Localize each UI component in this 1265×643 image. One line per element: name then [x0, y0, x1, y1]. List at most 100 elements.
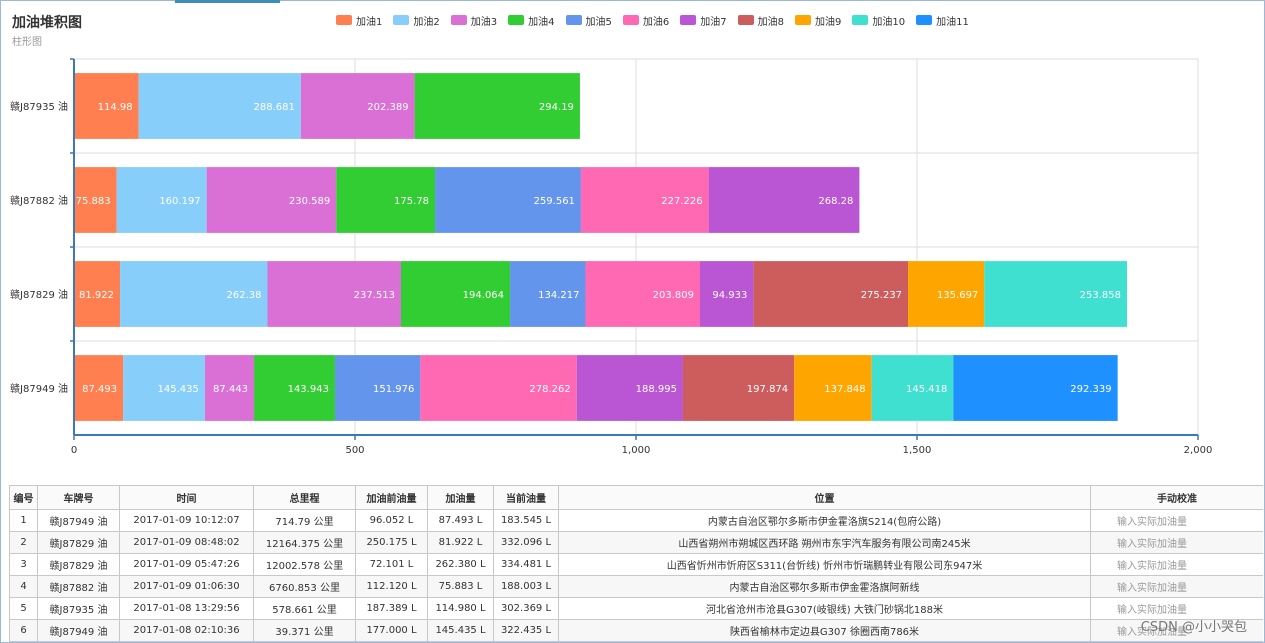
- table-cell: 114.980 L: [427, 597, 494, 620]
- legend-item[interactable]: 加油7: [680, 13, 727, 28]
- column-header[interactable]: 车牌号: [37, 485, 120, 510]
- legend-swatch: [737, 15, 754, 25]
- calibration-input[interactable]: 输入实际加油量: [1090, 575, 1263, 598]
- table-cell: 183.545 L: [493, 509, 559, 532]
- x-tick-label: 500: [345, 445, 364, 456]
- chart-subtitle: 柱形图: [12, 37, 42, 48]
- legend-item[interactable]: 加油10: [852, 13, 906, 28]
- table-body: 1 赣J87949 油 2017-01-09 10:12:07 714.79 公里 96…: [9, 509, 1263, 642]
- legend-swatch: [916, 15, 933, 25]
- table-cell: 96.052 L: [355, 509, 428, 532]
- column-header[interactable]: 编号: [9, 485, 38, 510]
- legend-label: 加油9: [815, 16, 842, 28]
- legend-label: 加油10: [872, 16, 906, 28]
- table-cell: 188.003 L: [493, 575, 559, 598]
- legend-swatch: [565, 15, 582, 25]
- table-cell: 2017-01-08 13:29:56: [119, 597, 254, 620]
- table-cell: 2017-01-09 01:06:30: [119, 575, 254, 598]
- column-header[interactable]: 加油量: [427, 485, 494, 510]
- table-cell: 2017-01-09 10:12:07: [119, 509, 254, 532]
- column-header[interactable]: 当前油量: [493, 485, 559, 510]
- legend-label: 加油2: [413, 16, 440, 28]
- watermark: CSDN @小小哭包: [1140, 620, 1247, 635]
- data-label: 230.589: [289, 196, 330, 207]
- data-label: 294.19: [539, 102, 574, 113]
- data-label: 259.561: [534, 196, 575, 207]
- x-tick-label: 2,000: [1184, 445, 1213, 456]
- data-label: 227.226: [661, 196, 702, 207]
- bar-segment: [334, 355, 421, 421]
- data-label: 87.493: [82, 384, 117, 395]
- table-cell: 陕西省榆林市定边县G307 徐圈西南786米: [558, 619, 1091, 642]
- data-label: 134.217: [538, 290, 579, 301]
- calibration-input[interactable]: 输入实际加油量: [1090, 619, 1263, 642]
- data-label: 175.78: [394, 196, 429, 207]
- bar-segment: [254, 355, 335, 421]
- bar-segment: [435, 167, 581, 233]
- bar-segment: [120, 261, 268, 327]
- data-label: 151.976: [373, 384, 414, 395]
- legend-label: 加油5: [585, 16, 612, 28]
- legend-item[interactable]: 加油2: [393, 13, 440, 28]
- table-cell: 332.096 L: [493, 531, 559, 554]
- bar-segment: [908, 261, 985, 327]
- legend-item[interactable]: 加油11: [916, 13, 969, 28]
- table-header-row: 编号 车牌号 时间 总里程 加油前油量 加油量 当前油量 位置 手动校准: [9, 485, 1263, 510]
- legend-item[interactable]: 加油6: [622, 13, 669, 28]
- data-label: 188.995: [636, 384, 677, 395]
- table-cell: 12164.375 公里: [253, 531, 356, 554]
- data-label: 160.197: [159, 196, 200, 207]
- bar-segment: [116, 167, 207, 233]
- x-tick-label: 1,000: [622, 445, 651, 456]
- y-tick-label: 赣J87935 油: [10, 100, 68, 113]
- legend-swatch: [622, 15, 639, 25]
- legend-swatch: [450, 15, 467, 25]
- bar-segment: [267, 261, 401, 327]
- legend-swatch: [680, 15, 697, 25]
- table-cell: 4: [9, 575, 38, 598]
- table-cell: 3: [9, 553, 38, 576]
- table-cell: 赣J87949 油: [37, 619, 120, 642]
- data-label: 75.883: [76, 196, 111, 207]
- legend-item[interactable]: 加油3: [450, 13, 498, 28]
- legend-swatch: [852, 15, 869, 25]
- table-cell: 5: [9, 597, 38, 620]
- column-header[interactable]: 位置: [558, 485, 1091, 510]
- data-label: 145.418: [906, 384, 947, 395]
- column-header[interactable]: 手动校准: [1090, 485, 1263, 510]
- table-cell: 赣J87829 油: [37, 553, 120, 576]
- legend-item[interactable]: 加油5: [565, 13, 612, 28]
- data-label: 197.874: [747, 384, 788, 395]
- bar-segment: [585, 261, 701, 327]
- data-label: 94.933: [712, 290, 747, 301]
- bar-segment: [336, 167, 436, 233]
- data-label: 145.435: [158, 384, 199, 395]
- bar-segment: [700, 261, 754, 327]
- calibration-input[interactable]: 输入实际加油量: [1090, 531, 1263, 554]
- legend-item[interactable]: 加油8: [737, 13, 784, 28]
- legend-item[interactable]: 加油9: [795, 13, 842, 28]
- column-header[interactable]: 总里程: [253, 485, 356, 510]
- column-header[interactable]: 加油前油量: [355, 485, 428, 510]
- table-cell: 2017-01-09 05:47:26: [119, 553, 254, 576]
- table-cell: 2017-01-08 02:10:36: [119, 619, 254, 642]
- data-label: 237.513: [354, 290, 395, 301]
- legend-item[interactable]: 加油4: [508, 13, 555, 28]
- table-cell: 145.435 L: [427, 619, 494, 642]
- table-cell: 内蒙古自治区鄂尔多斯市伊金霍洛旗阿新线: [558, 575, 1091, 598]
- bar-segment: [580, 167, 709, 233]
- bar-segment: [871, 355, 954, 421]
- legend-item[interactable]: 加油1: [336, 13, 382, 28]
- active-tab-indicator: [175, 0, 280, 3]
- column-header[interactable]: 时间: [119, 485, 254, 510]
- table-cell: 1: [9, 509, 38, 532]
- data-label: 137.848: [824, 384, 865, 395]
- table-cell: 250.175 L: [355, 531, 428, 554]
- data-label: 135.697: [937, 290, 978, 301]
- calibration-input[interactable]: 输入实际加油量: [1090, 553, 1263, 576]
- legend-label: 加油3: [470, 16, 498, 28]
- calibration-input[interactable]: 输入实际加油量: [1090, 509, 1263, 532]
- table-cell: 山西省忻州市忻府区S311(台忻线) 忻州市忻瑞鹏转业有限公司东947米: [558, 553, 1091, 576]
- bar-segment: [138, 73, 301, 139]
